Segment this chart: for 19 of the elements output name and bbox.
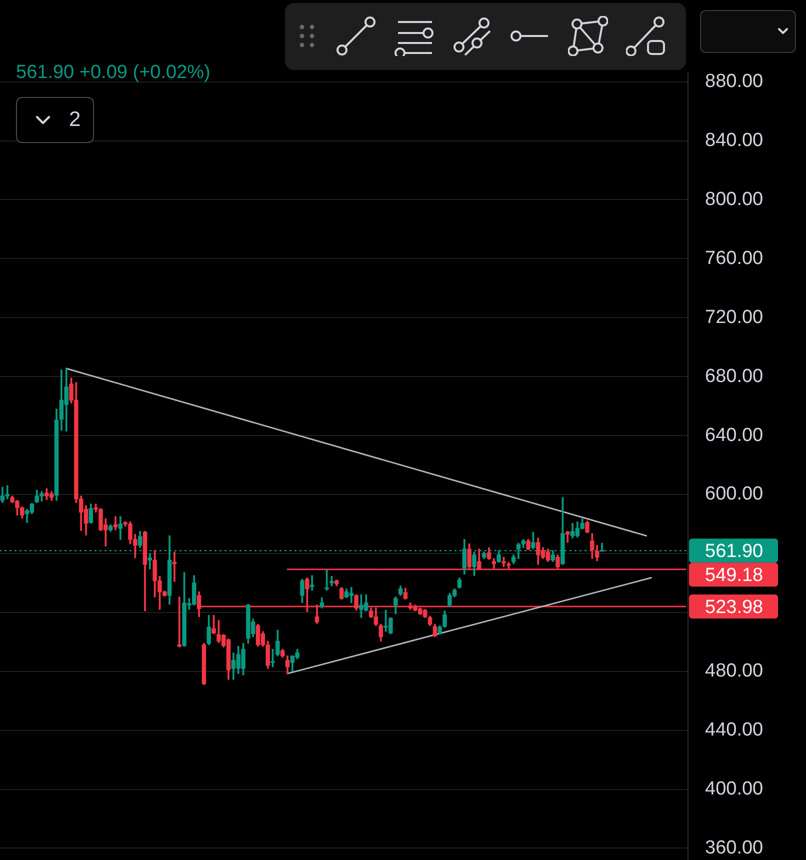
y-tick-label: 400.00 [705, 778, 764, 800]
data-label: 549.18 [705, 564, 764, 586]
y-tick-label: 600.00 [705, 484, 764, 505]
y-tick-label: 840.00 [705, 130, 764, 152]
y-tick-label: 760.00 [705, 248, 764, 269]
candlestick [177, 596, 182, 648]
y-tick-label: 640.00 [705, 424, 764, 446]
y-tick-label: 480.00 [705, 660, 764, 682]
annotation: 2 [69, 108, 81, 131]
y-tick-label: 880.00 [705, 71, 764, 92]
y-tick-label: 440.00 [705, 720, 764, 741]
data-label: 523.98 [705, 596, 764, 618]
chart-subtitle: 561.90 +0.09 (+0.02%) [16, 62, 210, 84]
ref-line-label: 561.90 [705, 540, 764, 562]
y-tick-label: 800.00 [705, 188, 764, 210]
collapse-button: 2 [16, 97, 94, 143]
y-tick-label: 720.00 [705, 306, 764, 328]
y-tick-label: 680.00 [705, 366, 764, 387]
y-tick-label: 360.00 [705, 837, 764, 858]
